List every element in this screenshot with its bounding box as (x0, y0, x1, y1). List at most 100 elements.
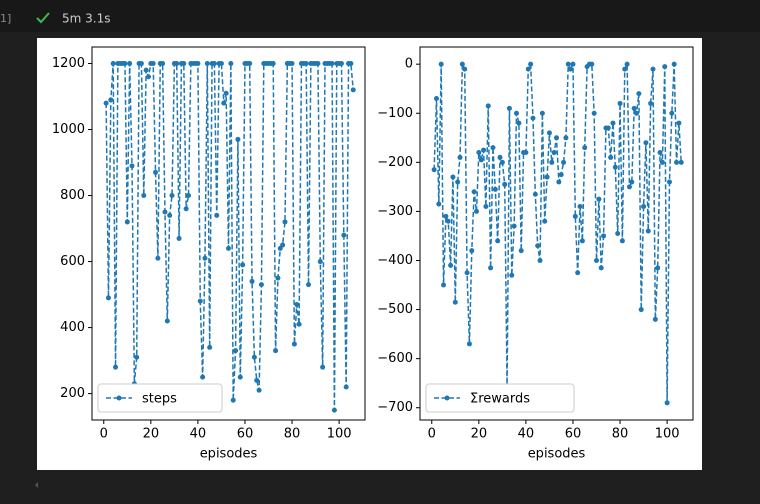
x-tick-label: 80 (284, 427, 301, 442)
data-point (539, 110, 545, 116)
x-axis-label: episodes (200, 447, 258, 462)
data-point (433, 96, 439, 102)
data-point (237, 374, 243, 380)
y-tick-label: −500 (377, 302, 413, 317)
data-point (549, 159, 555, 165)
data-point (294, 301, 300, 307)
data-point (565, 61, 571, 67)
data-point (594, 257, 600, 263)
data-point (197, 298, 203, 304)
data-point (655, 265, 661, 271)
x-tick-label: 40 (518, 427, 535, 442)
data-point (150, 61, 156, 67)
data-point (169, 193, 175, 199)
data-point (591, 110, 597, 116)
data-point (233, 348, 239, 354)
y-tick-label: 0 (405, 57, 413, 72)
y-tick-label: 600 (60, 254, 85, 269)
data-point (338, 61, 344, 67)
data-point (459, 61, 465, 67)
data-point (181, 61, 187, 67)
y-tick-label: −300 (377, 204, 413, 219)
data-point (162, 209, 168, 215)
data-point (518, 248, 524, 254)
data-point (103, 100, 109, 106)
data-point (568, 66, 574, 72)
legend-box (425, 383, 575, 413)
data-point (624, 61, 630, 67)
data-point (551, 150, 557, 156)
data-point (464, 270, 470, 276)
legend-label: Σrewards (470, 392, 530, 407)
y-tick-label: 1000 (52, 122, 85, 137)
data-point (235, 136, 241, 142)
data-point (258, 282, 264, 288)
data-point (320, 364, 326, 370)
data-point (652, 316, 658, 322)
data-point (608, 154, 614, 160)
data-point (528, 61, 534, 67)
data-point (650, 66, 656, 72)
legend-marker (116, 395, 122, 401)
data-point (596, 196, 602, 202)
data-point (218, 61, 224, 67)
y-tick-label: −600 (377, 351, 413, 366)
data-point (315, 61, 321, 67)
data-point (666, 179, 672, 185)
legend-label: steps (142, 392, 177, 407)
legend-box (97, 383, 223, 413)
data-point (306, 282, 312, 288)
y-tick-label: −200 (377, 155, 413, 170)
data-point (523, 150, 529, 156)
data-point (485, 103, 491, 109)
data-point (525, 66, 531, 72)
data-point (124, 219, 130, 225)
data-point (645, 228, 651, 234)
x-tick-label: 20 (471, 427, 488, 442)
x-tick-label: 80 (612, 427, 629, 442)
data-point (659, 159, 665, 165)
data-point (674, 159, 680, 165)
data-point (138, 61, 144, 67)
data-point (629, 179, 635, 185)
data-point (662, 64, 668, 70)
y-tick-label: 400 (60, 320, 85, 335)
data-point (214, 212, 220, 218)
data-point (638, 307, 644, 313)
data-point (122, 61, 128, 67)
data-point (303, 61, 309, 67)
data-point (657, 150, 663, 156)
data-point (254, 377, 260, 383)
data-point (605, 125, 611, 131)
success-icon (36, 12, 50, 24)
data-point (483, 204, 489, 210)
data-point (247, 61, 253, 67)
data-point (113, 364, 119, 370)
data-point (563, 135, 569, 141)
data-point (554, 135, 559, 141)
data-point (343, 384, 349, 390)
data-point (497, 154, 503, 160)
legend-marker (444, 395, 450, 401)
data-point (296, 321, 302, 327)
data-point (153, 169, 159, 175)
data-point (329, 61, 335, 67)
data-point (634, 110, 640, 116)
data-point (174, 61, 180, 67)
data-point (230, 397, 236, 403)
data-point (455, 179, 461, 185)
data-point (155, 255, 161, 261)
x-tick-label: 100 (655, 427, 680, 442)
data-point (183, 206, 189, 212)
x-tick-label: 20 (143, 427, 160, 442)
data-point (671, 61, 677, 67)
data-point (478, 157, 484, 163)
y-tick-label: −700 (377, 400, 413, 415)
data-point (481, 147, 487, 153)
data-point (436, 201, 442, 207)
data-point (256, 387, 262, 393)
data-point (530, 115, 536, 121)
data-point (204, 61, 210, 67)
